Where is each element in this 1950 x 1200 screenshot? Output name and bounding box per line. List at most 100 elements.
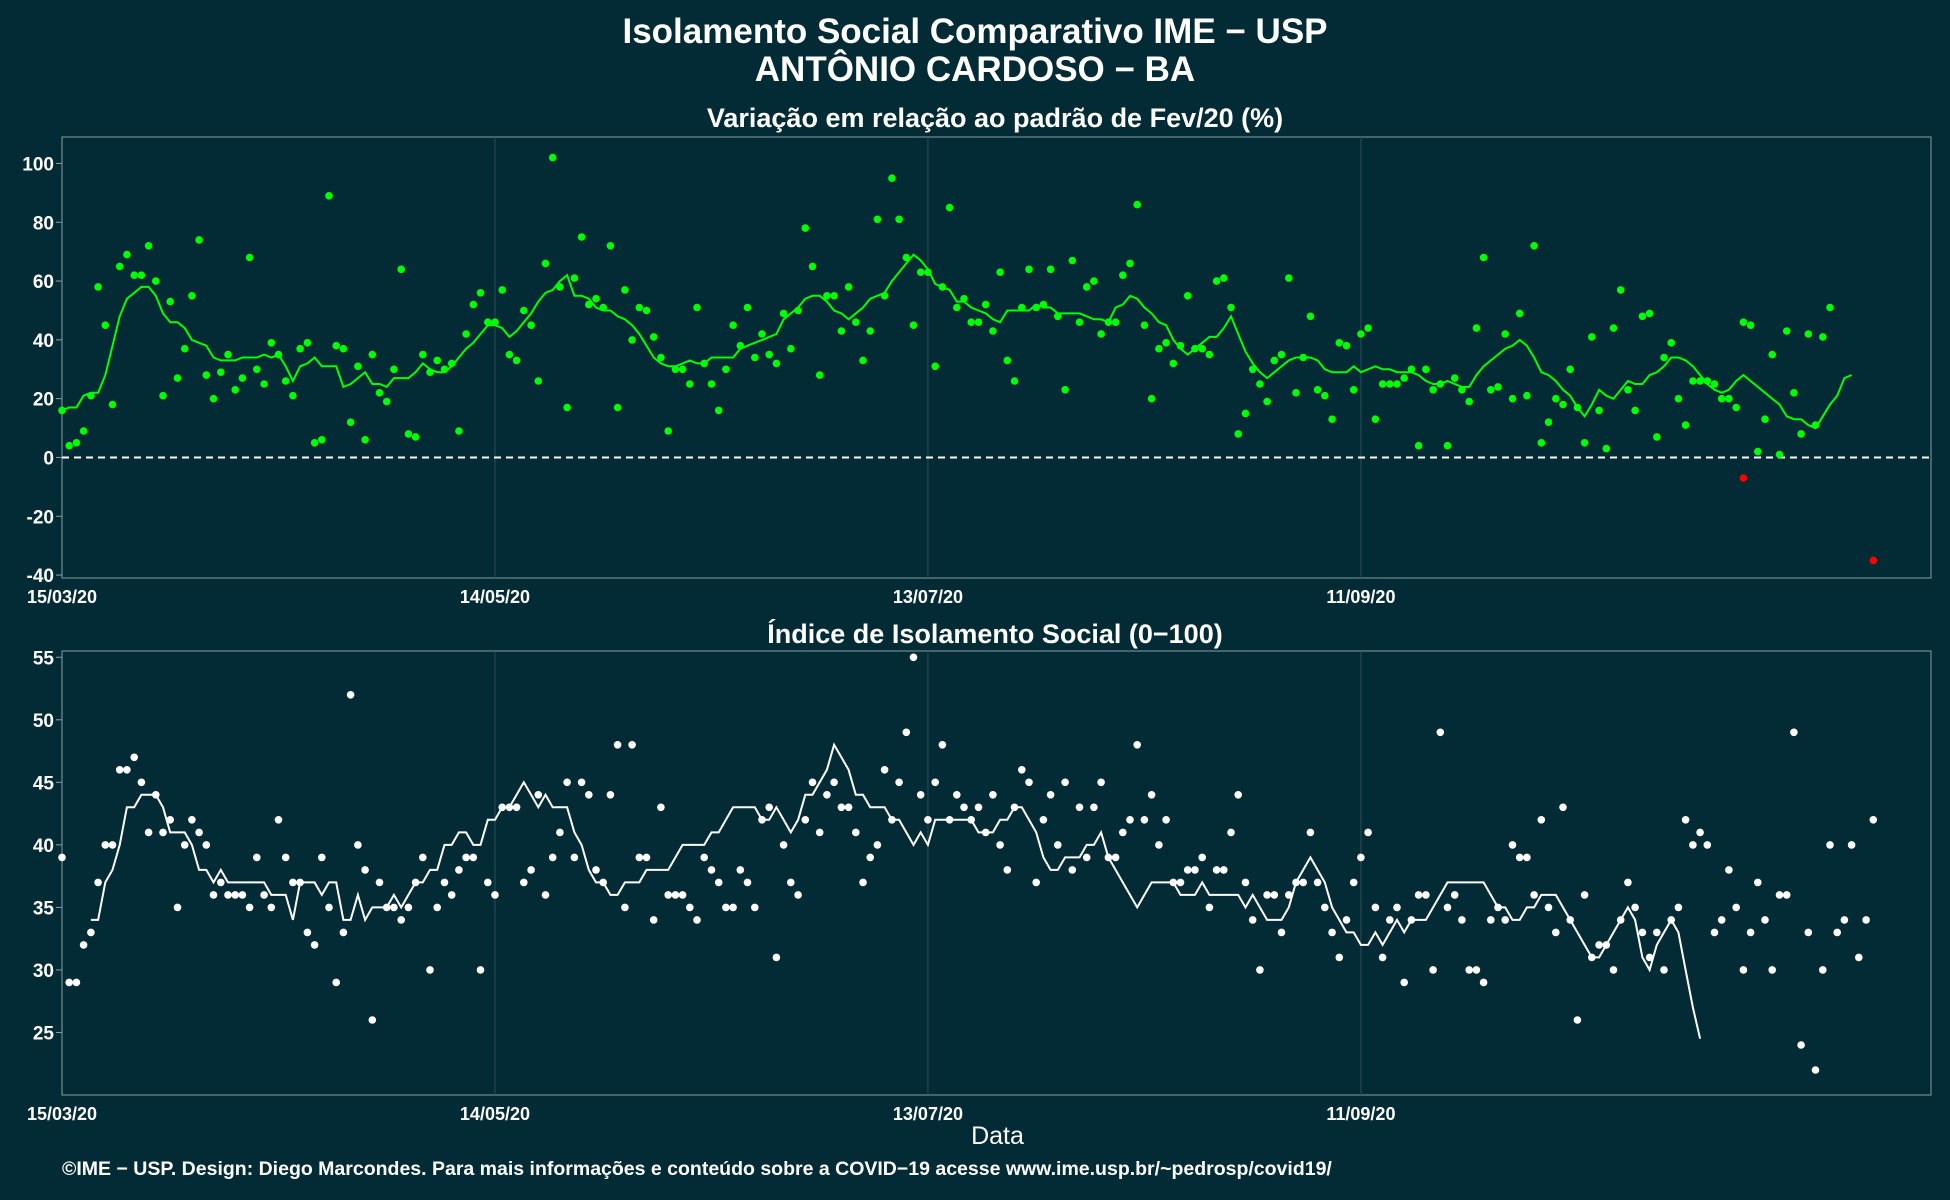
data-point bbox=[231, 891, 239, 899]
data-point bbox=[1717, 394, 1726, 403]
data-point bbox=[613, 741, 622, 749]
data-point bbox=[224, 350, 232, 359]
data-point bbox=[159, 828, 167, 837]
data-point bbox=[1386, 380, 1394, 388]
data-point bbox=[671, 365, 680, 374]
data-point bbox=[1501, 330, 1509, 338]
data-point bbox=[570, 274, 579, 282]
y-tick-label: 25 bbox=[33, 1023, 55, 1044]
data-point bbox=[974, 803, 983, 812]
data-point bbox=[512, 356, 521, 365]
data-point bbox=[1674, 903, 1683, 912]
data-point bbox=[1068, 256, 1077, 265]
data-point bbox=[1212, 277, 1221, 285]
data-point bbox=[1422, 365, 1430, 374]
data-point bbox=[628, 336, 636, 344]
y-tick-label: 80 bbox=[33, 213, 54, 234]
data-point bbox=[1869, 816, 1878, 824]
data-point bbox=[1559, 400, 1567, 409]
moving-average-line bbox=[90, 742, 1702, 1039]
data-point bbox=[1147, 791, 1156, 799]
data-point bbox=[996, 268, 1004, 277]
data-point bbox=[202, 841, 211, 849]
data-point bbox=[209, 394, 218, 403]
y-tick-label: 100 bbox=[22, 154, 54, 175]
data-point bbox=[996, 841, 1004, 849]
data-point bbox=[1263, 397, 1271, 406]
data-point bbox=[1595, 941, 1603, 949]
data-point bbox=[772, 359, 781, 368]
data-point bbox=[1847, 841, 1856, 849]
data-point bbox=[808, 262, 817, 271]
data-point bbox=[1227, 303, 1235, 312]
index-panel: 15/03/20 14/05/20 13/07/20 11/09/20 25 30 35 40… bbox=[27, 648, 1932, 1124]
data-point bbox=[1378, 380, 1387, 388]
data-point bbox=[1270, 891, 1279, 899]
data-point bbox=[1782, 891, 1791, 899]
data-point bbox=[1061, 386, 1069, 394]
data-point bbox=[1862, 916, 1870, 924]
data-point bbox=[462, 330, 470, 338]
data-point bbox=[1018, 766, 1026, 774]
data-point bbox=[1443, 903, 1452, 912]
data-point bbox=[1075, 803, 1084, 812]
data-point bbox=[779, 309, 788, 318]
data-point bbox=[729, 903, 737, 912]
data-point bbox=[693, 303, 701, 312]
data-point bbox=[325, 192, 333, 200]
data-point bbox=[873, 841, 882, 849]
data-point bbox=[859, 878, 867, 887]
data-point bbox=[115, 262, 124, 271]
data-point bbox=[657, 353, 665, 362]
data-point bbox=[1537, 816, 1546, 824]
data-point bbox=[1487, 386, 1495, 394]
data-point bbox=[1573, 1016, 1582, 1024]
data-point bbox=[635, 303, 644, 312]
y-tick-label: 40 bbox=[33, 331, 54, 352]
data-point bbox=[945, 203, 954, 212]
data-point bbox=[491, 318, 499, 327]
x-tick-label: 15/03/20 bbox=[27, 1104, 97, 1124]
data-point bbox=[1616, 286, 1625, 294]
data-point bbox=[1400, 374, 1408, 382]
data-point bbox=[361, 436, 369, 444]
data-point bbox=[1804, 330, 1813, 338]
data-point bbox=[1068, 866, 1077, 874]
data-point bbox=[1624, 878, 1632, 887]
data-point bbox=[245, 903, 254, 912]
data-point bbox=[166, 816, 174, 824]
data-point bbox=[1429, 966, 1437, 974]
data-point bbox=[433, 903, 442, 912]
data-point bbox=[989, 791, 997, 799]
data-point bbox=[1328, 928, 1336, 937]
data-point bbox=[1826, 303, 1834, 312]
data-point bbox=[895, 215, 903, 224]
data-point bbox=[707, 866, 716, 874]
data-point bbox=[1414, 891, 1423, 899]
y-tick-label: 35 bbox=[33, 898, 55, 919]
data-point bbox=[58, 853, 66, 862]
data-point bbox=[635, 853, 644, 862]
data-point bbox=[173, 374, 182, 382]
data-point bbox=[1183, 292, 1192, 300]
data-point bbox=[1631, 903, 1639, 912]
data-point bbox=[318, 853, 326, 862]
data-point bbox=[1436, 728, 1445, 737]
data-point bbox=[1703, 841, 1712, 849]
data-point bbox=[693, 916, 701, 924]
data-point bbox=[1746, 928, 1755, 937]
data-point bbox=[808, 778, 817, 787]
data-point bbox=[1472, 966, 1481, 974]
data-point bbox=[484, 318, 492, 327]
data-point bbox=[159, 391, 167, 400]
data-point bbox=[1515, 309, 1524, 318]
data-point bbox=[1205, 350, 1214, 359]
data-point bbox=[1155, 841, 1163, 849]
data-point bbox=[1234, 430, 1242, 438]
y-tick-label: 40 bbox=[33, 836, 54, 857]
data-point bbox=[642, 306, 651, 315]
footer-credit: ©IME − USP. Design: Diego Marcondes. Par… bbox=[62, 1158, 1332, 1180]
data-point bbox=[72, 439, 81, 447]
data-point bbox=[1429, 386, 1437, 394]
